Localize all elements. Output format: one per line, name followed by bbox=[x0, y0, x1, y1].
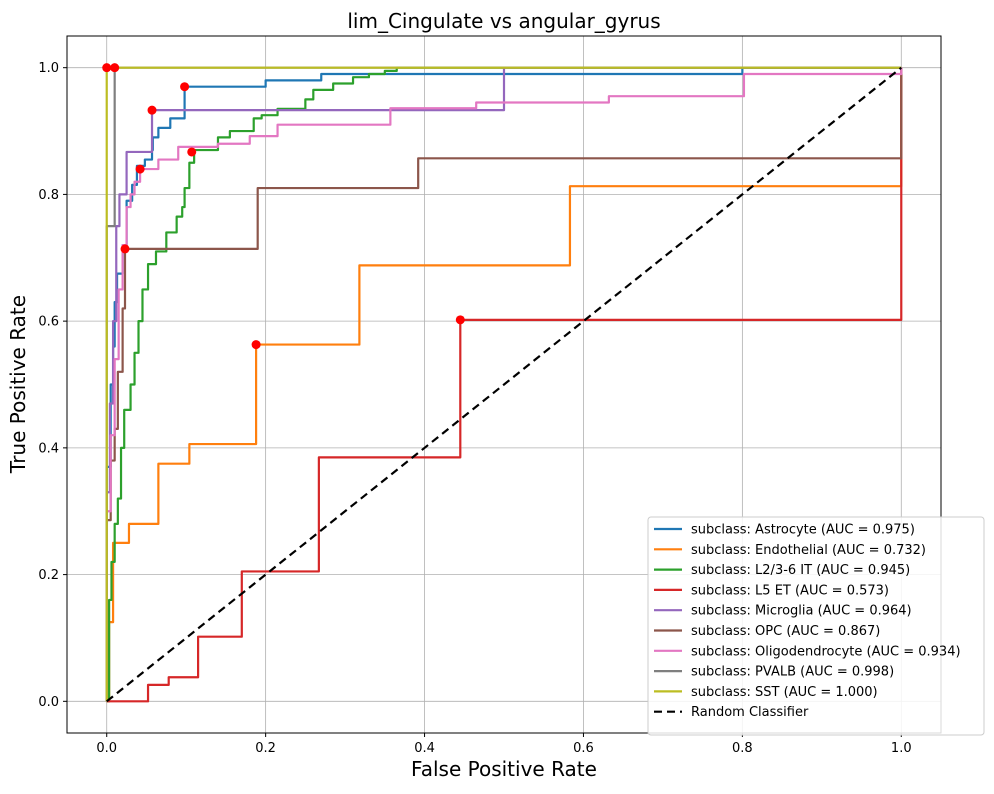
x-tick-label: 1.0 bbox=[891, 741, 912, 756]
threshold-point bbox=[147, 105, 157, 115]
axes-frame bbox=[66, 35, 942, 734]
legend-entry: subclass: Microglia (AUC = 0.964) bbox=[691, 604, 912, 619]
series-line-subclass-endothelial-auc-0-732 bbox=[106, 67, 903, 703]
threshold-point bbox=[180, 82, 190, 92]
series-line-subclass-oligodendrocyte-auc-0-934 bbox=[105, 67, 903, 702]
x-axis-label: False Positive Rate bbox=[411, 757, 597, 781]
legend-entry: subclass: Endothelial (AUC = 0.732) bbox=[691, 543, 926, 558]
legend-entry: subclass: L5 ET (AUC = 0.573) bbox=[691, 583, 889, 598]
y-tick-label: 0.6 bbox=[38, 315, 59, 330]
x-tick-label: 0.4 bbox=[414, 741, 435, 756]
threshold-point bbox=[120, 244, 130, 254]
x-tick-label: 0.0 bbox=[96, 741, 117, 756]
threshold-point bbox=[110, 63, 120, 73]
y-axis-ticks: 0.0 0.2 0.4 0.6 0.8 1.0 bbox=[38, 61, 67, 710]
legend-entry: subclass: Oligodendrocyte (AUC = 0.934) bbox=[691, 644, 961, 659]
legend-entry: subclass: Astrocyte (AUC = 0.975) bbox=[691, 523, 915, 538]
series-line-subclass-l2-3-6-it-auc-0-945 bbox=[106, 66, 902, 703]
plot-area bbox=[105, 66, 903, 703]
y-tick-label: 0.2 bbox=[38, 568, 59, 583]
y-tick-label: 0.4 bbox=[38, 441, 59, 456]
legend-entry: subclass: OPC (AUC = 0.867) bbox=[691, 624, 880, 639]
legend-entry: subclass: PVALB (AUC = 0.998) bbox=[691, 665, 894, 680]
threshold-point bbox=[102, 63, 112, 73]
series-line-subclass-microglia-auc-0-964 bbox=[105, 66, 902, 702]
threshold-point bbox=[135, 164, 145, 174]
threshold-point bbox=[187, 147, 197, 157]
legend-box bbox=[647, 516, 985, 736]
x-tick-label: 0.6 bbox=[573, 741, 594, 756]
x-tick-label: 0.8 bbox=[732, 741, 753, 756]
y-tick-label: 0.8 bbox=[38, 188, 59, 203]
y-tick-label: 1.0 bbox=[38, 61, 59, 76]
threshold-point bbox=[251, 340, 261, 350]
chart-title: lim_Cingulate vs angular_gyrus bbox=[347, 9, 660, 33]
series-line-random-classifier bbox=[106, 66, 902, 703]
y-tick-label: 0.0 bbox=[38, 695, 59, 710]
legend-entry: subclass: L2/3-6 IT (AUC = 0.945) bbox=[691, 563, 910, 578]
x-tick-label: 0.2 bbox=[255, 741, 276, 756]
threshold-markers bbox=[102, 63, 465, 350]
legend-entry: Random Classifier bbox=[691, 705, 809, 720]
legend-entry: subclass: SST (AUC = 1.000) bbox=[691, 685, 878, 700]
series-line-subclass-l5-et-auc-0-573 bbox=[106, 67, 903, 703]
threshold-point bbox=[455, 315, 465, 325]
y-axis-label: True Positive Rate bbox=[6, 295, 30, 474]
legend: subclass: Astrocyte (AUC = 0.975) subclas… bbox=[647, 516, 985, 736]
series-line-subclass-astrocyte-auc-0-975 bbox=[105, 66, 902, 702]
x-axis-ticks: 0.0 0.2 0.4 0.6 0.8 1.0 bbox=[96, 733, 912, 756]
